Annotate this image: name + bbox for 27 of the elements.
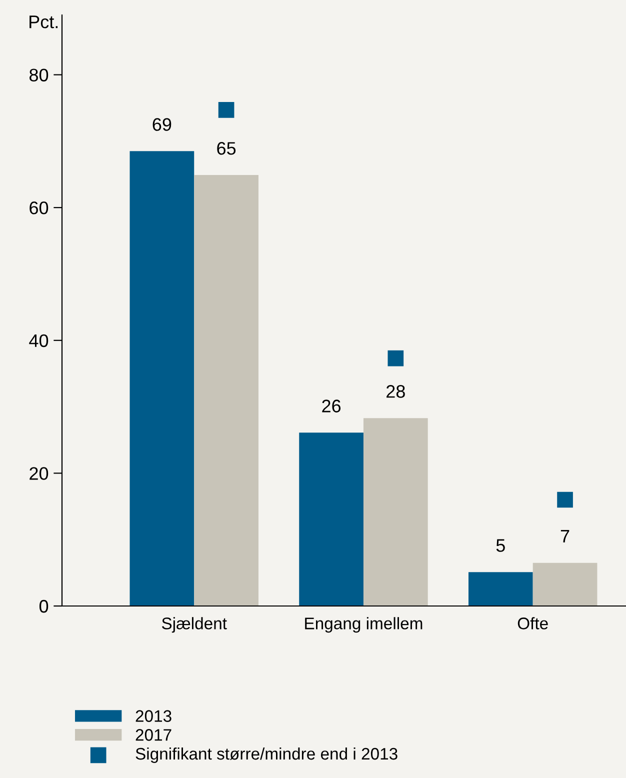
bar — [363, 418, 428, 606]
x-tick-label: Engang imellem — [305, 617, 422, 633]
legend-label: 2017 — [136, 729, 172, 741]
point — [218, 102, 234, 118]
x-tick-label: Sjældent — [162, 617, 227, 633]
y-tick-label: 0 — [39, 600, 48, 613]
data-label: 7 — [560, 530, 570, 542]
legend-label: Signifikant større/mindre end i 2013 — [136, 747, 398, 763]
bar — [130, 151, 194, 606]
y-axis-title: Pct. — [30, 16, 58, 28]
bar — [532, 562, 598, 606]
bar — [468, 572, 533, 606]
x-tick-label: Ofte — [518, 617, 548, 630]
point — [388, 350, 404, 366]
y-tick-label: 60 — [30, 202, 48, 214]
data-label: 69 — [152, 118, 172, 131]
point — [557, 492, 573, 508]
data-label: 28 — [386, 385, 405, 398]
bar — [299, 432, 364, 606]
data-label: 65 — [217, 142, 236, 155]
bar — [194, 175, 258, 606]
y-tick-label: 80 — [30, 68, 48, 82]
legend-label: 2013 — [136, 710, 172, 722]
data-label: 26 — [322, 400, 341, 412]
y-tick-label: 40 — [29, 334, 48, 348]
y-tick-label: 20 — [30, 467, 48, 480]
data-label: 5 — [496, 539, 505, 552]
